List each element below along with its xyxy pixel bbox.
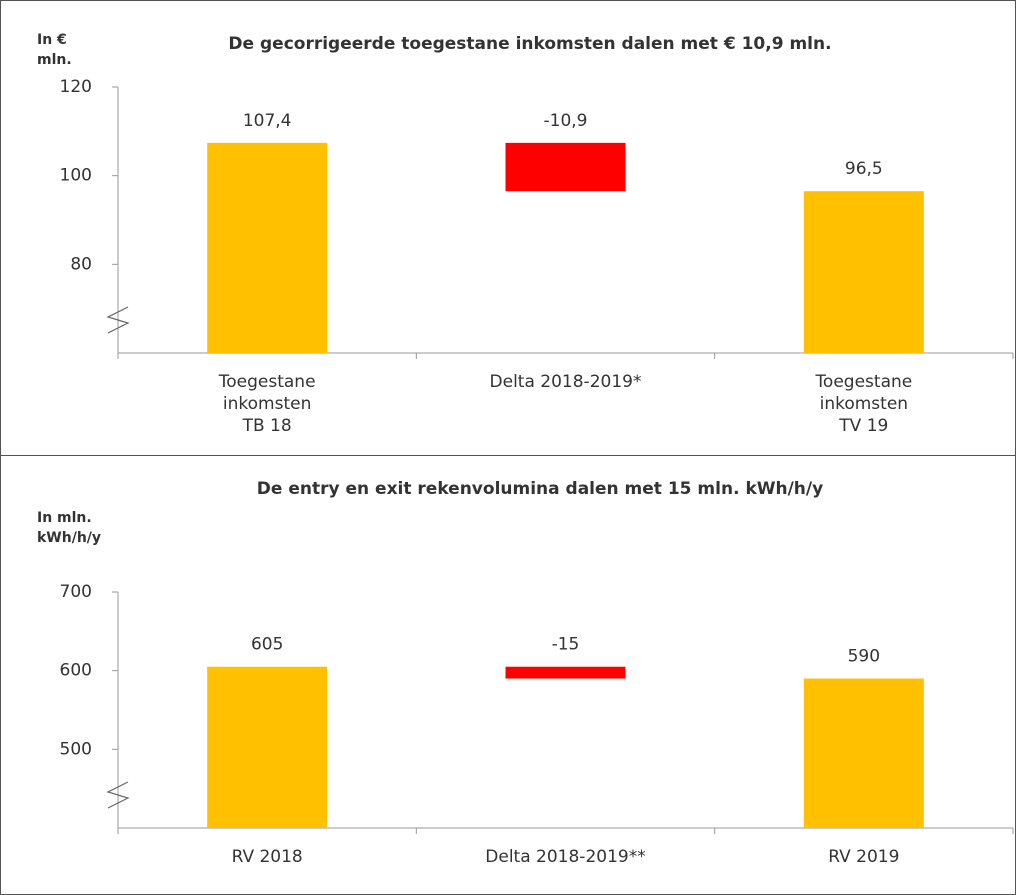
bar [505,666,626,679]
value-label: -10,9 [544,111,588,131]
y-tick-label: 80 [70,254,92,274]
value-label: 96,5 [845,159,883,179]
value-label: 107,4 [243,111,292,131]
y-tick-label: 100 [60,166,92,186]
chart-title: De gecorrigeerde toegestane inkomsten da… [228,34,832,54]
y-tick-label: 700 [60,582,92,602]
value-label: 590 [848,647,880,667]
bar [207,666,328,828]
y-tick-label: 600 [60,661,92,681]
bar [803,191,924,353]
y-axis-label: In mln. kWh/h/y [37,510,102,546]
bar [505,142,626,192]
x-tick-label: RV 2019 [828,847,900,867]
chart-title: De entry en exit rekenvolumina dalen met… [256,479,824,499]
y-tick-label: 500 [60,739,92,759]
value-label: -15 [552,635,580,655]
y-tick-label: 120 [60,77,92,97]
y-axis-label: In € mln. [37,32,72,68]
x-tick-label: RV 2018 [231,847,303,867]
axis-break [106,306,130,334]
x-tick-label: Delta 2018-2019** [485,847,646,867]
bar [803,678,924,828]
x-tick-label: Delta 2018-2019* [489,372,642,392]
value-label: 605 [251,635,283,655]
bar [207,142,328,353]
x-tick-label: Toegestane inkomsten TV 19 [815,372,913,436]
axis-break [106,781,130,809]
x-tick-label: Toegestane inkomsten TB 18 [218,372,316,436]
